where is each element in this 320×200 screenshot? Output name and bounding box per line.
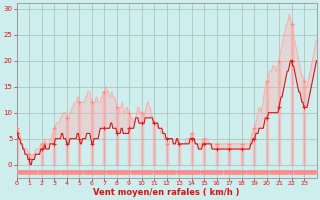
X-axis label: Vent moyen/en rafales ( km/h ): Vent moyen/en rafales ( km/h ) <box>93 188 240 197</box>
